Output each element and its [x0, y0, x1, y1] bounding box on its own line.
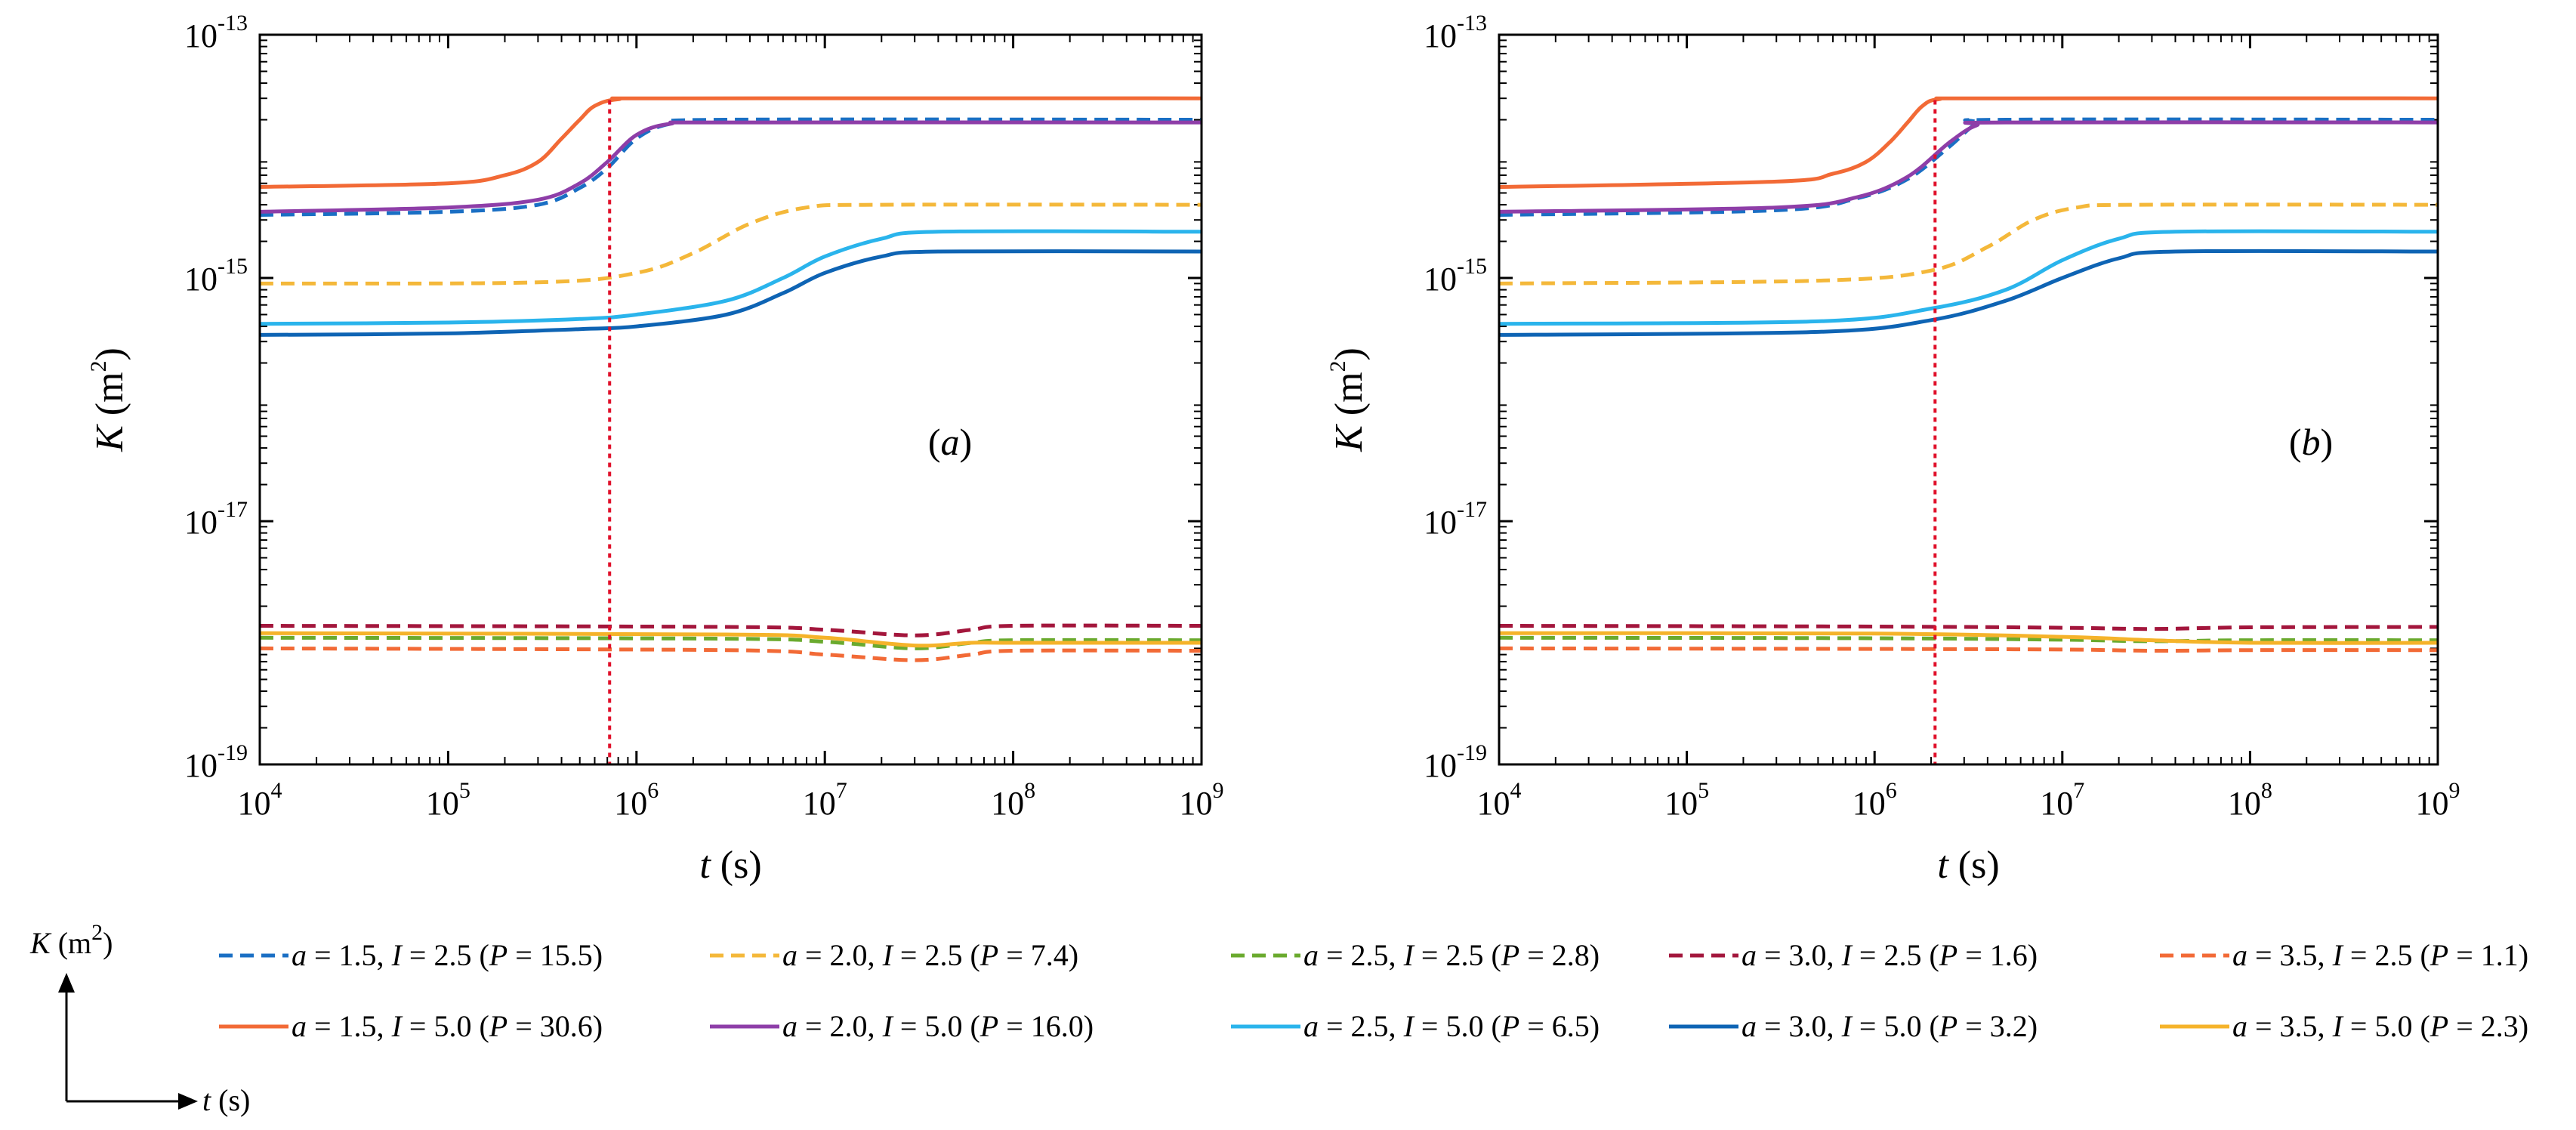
hint-y-arrowhead — [58, 973, 75, 993]
x-tick-label: 105 — [1664, 778, 1709, 822]
y-tick-label: 10-17 — [184, 497, 248, 541]
legend-label-a25_I50: a = 2.5, I = 5.0 (P = 6.5) — [1303, 1009, 1600, 1043]
hint-x-arrowhead — [178, 1093, 198, 1110]
panel-b: 104 105 106 107 108 109 10-19 10-17 10-15 10-13 (b… — [1325, 11, 2460, 887]
series-line-a15_I50 — [1499, 96, 2438, 189]
x-tick-label: 107 — [803, 778, 847, 822]
legend-label-a15_I25: a = 1.5, I = 2.5 (P = 15.5) — [292, 938, 603, 972]
legend-label-a15_I50: a = 1.5, I = 5.0 (P = 30.6) — [292, 1009, 603, 1043]
y-tick-label: 10-19 — [184, 740, 248, 784]
x-tick-label: 107 — [2040, 778, 2084, 822]
legend-label-a20_I25: a = 2.0, I = 2.5 (P = 7.4) — [782, 938, 1078, 972]
series-line-a15_I25 — [260, 117, 1202, 217]
x-tick-label: 108 — [991, 778, 1035, 822]
series-line-a25_I50 — [1499, 229, 2438, 326]
panel-label: (b) — [2289, 421, 2333, 463]
x-tick-label: 106 — [614, 778, 659, 822]
series-line-a35_I50 — [1499, 631, 2438, 645]
x-tick-label: 104 — [238, 778, 282, 822]
legend-label-a35_I50: a = 3.5, I = 5.0 (P = 2.3) — [2232, 1009, 2528, 1043]
plot-area — [1499, 96, 2438, 653]
series-line-a30_I50 — [260, 249, 1202, 337]
series-line-a30_I25 — [260, 623, 1202, 638]
series-line-a35_I50 — [260, 631, 1202, 648]
legend-label-a25_I25: a = 2.5, I = 2.5 (P = 2.8) — [1303, 938, 1600, 972]
x-tick-label: 108 — [2228, 778, 2272, 822]
x-tick-label: 109 — [1180, 778, 1224, 822]
series-line-a35_I25 — [1499, 646, 2438, 653]
series-line-a30_I50 — [1499, 249, 2438, 337]
panel-a: 104 105 106 107 108 109 10-19 10-17 10-15 10-13 (a… — [86, 11, 1224, 887]
axes-hint: K (m2) t (s) — [29, 920, 250, 1117]
series-line-a35_I25 — [260, 646, 1202, 662]
series-line-a15_I50 — [260, 96, 1202, 189]
legend-label-a20_I50: a = 2.0, I = 5.0 (P = 16.0) — [782, 1009, 1094, 1043]
hint-y-label: K (m2) — [29, 920, 113, 960]
series-line-a25_I50 — [260, 229, 1202, 326]
axes-frame — [1498, 33, 2439, 766]
x-tick-label: 104 — [1477, 778, 1522, 822]
y-tick-label: 10-15 — [1424, 254, 1487, 298]
series-line-a30_I25 — [1499, 624, 2438, 631]
series-line-a20_I50 — [1499, 120, 2438, 214]
x-axis-label: t (s) — [699, 844, 761, 887]
y-tick-label: 10-13 — [1424, 11, 1487, 54]
hint-x-label: t (s) — [202, 1083, 250, 1117]
x-tick-label: 105 — [426, 778, 470, 822]
series-line-a25_I25 — [1499, 635, 2438, 644]
series-line-a20_I50 — [260, 120, 1202, 214]
plot-area — [260, 96, 1202, 662]
y-tick-label: 10-13 — [184, 11, 248, 54]
series-line-a15_I25 — [1499, 117, 2438, 217]
panel-label: (a) — [928, 421, 972, 463]
legend-label-a30_I25: a = 3.0, I = 2.5 (P = 1.6) — [1741, 938, 2038, 972]
x-tick-label: 109 — [2416, 778, 2460, 822]
series-line-a20_I25 — [1499, 202, 2438, 286]
y-tick-label: 10-15 — [184, 254, 248, 298]
y-axis-label: K (m2) — [86, 347, 131, 452]
axes-frame — [258, 33, 1203, 766]
y-tick-label: 10-19 — [1424, 740, 1487, 784]
x-tick-label: 106 — [1853, 778, 1897, 822]
legend-label-a30_I50: a = 3.0, I = 5.0 (P = 3.2) — [1741, 1009, 2038, 1043]
legend: a = 1.5, I = 2.5 (P = 15.5) a = 2.0, I = … — [219, 938, 2528, 1043]
legend-label-a35_I25: a = 3.5, I = 2.5 (P = 1.1) — [2232, 938, 2528, 972]
x-axis-label: t (s) — [1937, 844, 1999, 887]
series-line-a20_I25 — [260, 202, 1202, 286]
series-line-a25_I25 — [260, 635, 1202, 650]
y-tick-label: 10-17 — [1424, 497, 1487, 541]
y-axis-label: K (m2) — [1325, 347, 1371, 452]
